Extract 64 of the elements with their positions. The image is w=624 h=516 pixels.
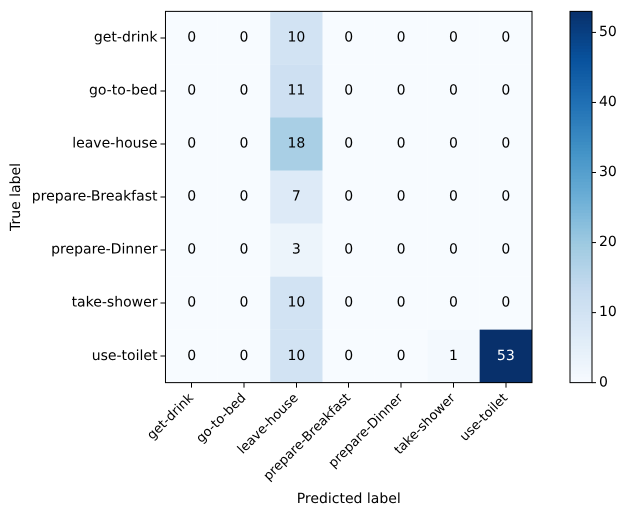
data-label: 0 (448, 30, 458, 46)
data-label: 0 (448, 294, 458, 311)
color-bar-label: 40 (599, 94, 617, 110)
x-axis-title: Predicted label (296, 491, 401, 508)
y-tick-label: prepare-Breakfast (32, 188, 158, 205)
y-tick-label: take-shower (72, 294, 158, 311)
data-label: 11 (287, 82, 306, 99)
data-label: 0 (187, 136, 196, 152)
data-label: 0 (240, 242, 248, 258)
y-tick-label: use-toilet (92, 348, 158, 364)
data-label: 0 (344, 242, 354, 258)
data-label: 18 (287, 136, 306, 152)
y-axis-title: True label (8, 163, 24, 232)
data-label: 0 (396, 30, 406, 46)
data-label: 0 (501, 294, 510, 311)
y-tick-label: leave-house (72, 136, 158, 152)
data-label: 0 (344, 188, 354, 205)
data-label: 0 (344, 136, 354, 152)
data-label: 0 (448, 188, 458, 205)
data-label: 0 (344, 30, 354, 46)
data-label: 0 (396, 242, 406, 258)
y-tick-label: go-to-bed (88, 82, 158, 99)
data-label: 0 (240, 188, 248, 205)
color-bar-label: 0 (599, 374, 608, 390)
color-bar-label: 20 (599, 234, 617, 250)
data-label: 0 (448, 136, 458, 152)
data-label: 0 (187, 348, 196, 364)
data-label: 0 (501, 136, 510, 152)
data-label: 0 (187, 242, 196, 258)
data-label: 10 (287, 294, 306, 311)
color-bar-label: 10 (599, 304, 617, 320)
data-label: 0 (448, 82, 458, 99)
data-label: 0 (344, 348, 354, 364)
data-label: 7 (292, 188, 301, 205)
data-label: 0 (396, 188, 406, 205)
data-label: 0 (187, 294, 196, 311)
data-label: 0 (396, 82, 406, 99)
data-label: 0 (240, 30, 248, 46)
data-label: 0 (448, 242, 458, 258)
data-label: 0 (396, 136, 406, 152)
data-label: 0 (187, 30, 196, 46)
data-label: 0 (344, 294, 354, 311)
color-bar-label: 50 (599, 24, 617, 40)
data-label: 0 (501, 188, 510, 205)
data-label: 10 (287, 30, 306, 46)
data-label: 1 (448, 348, 458, 364)
data-label: 53 (496, 348, 515, 364)
data-label: 0 (240, 82, 248, 99)
data-label: 0 (187, 82, 196, 99)
color-bar-label: 30 (599, 164, 617, 180)
data-label: 0 (396, 294, 406, 311)
data-label: 0 (501, 82, 510, 99)
data-label: 0 (187, 188, 196, 205)
y-tick-label: get-drink (94, 30, 158, 46)
data-label: 0 (240, 136, 248, 152)
y-tick-label: prepare-Dinner (51, 242, 158, 258)
data-label: 0 (501, 242, 510, 258)
data-label: 0 (501, 30, 510, 46)
data-label: 3 (292, 242, 301, 258)
data-label: 0 (344, 82, 354, 99)
data-label: 0 (240, 294, 248, 311)
data-label: 10 (287, 348, 306, 364)
data-label: 0 (240, 348, 248, 364)
data-label: 0 (396, 348, 406, 364)
